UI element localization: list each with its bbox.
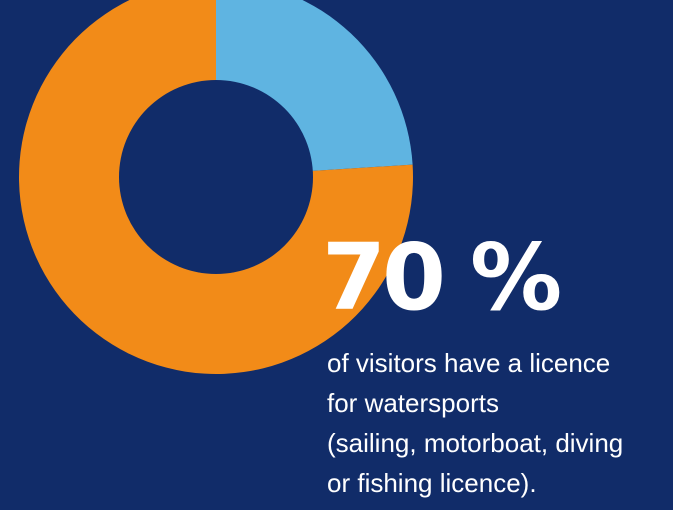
caption-line-4: or fishing licence). (327, 468, 537, 498)
caption-line-2: for watersports (327, 388, 499, 418)
stat-percentage: 70 % (322, 224, 562, 331)
donut-hole (119, 80, 313, 274)
caption-line-3: (sailing, motorboat, diving (327, 428, 624, 458)
caption-line-1: of visitors have a licence (327, 348, 611, 378)
stat-caption: of visitors have a licence for waterspor… (327, 343, 673, 503)
